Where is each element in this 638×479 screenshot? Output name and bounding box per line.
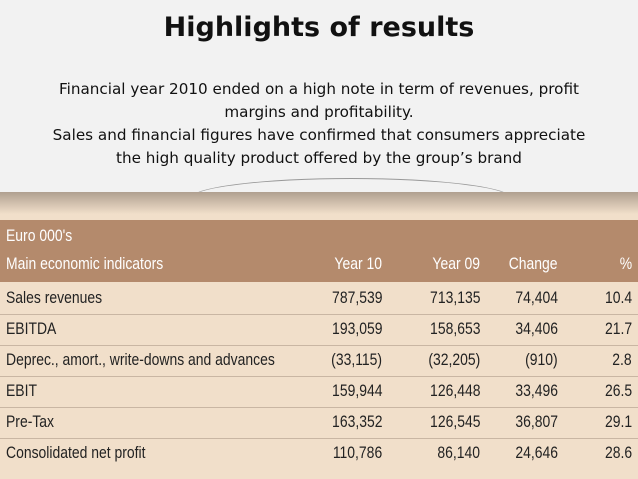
percent-value: 26.5 <box>604 381 632 400</box>
row-divider <box>0 376 638 377</box>
year10-value: 159,944 <box>331 381 382 400</box>
row-divider <box>0 407 638 408</box>
row-label: EBIT <box>6 381 37 400</box>
table-row: Sales revenues 787,539 713,135 74,404 10.4 <box>0 283 638 314</box>
table-header: Euro 000's Main economic indicators Year… <box>0 220 638 282</box>
year10-value: (33,115) <box>331 350 382 369</box>
year09-value: 126,448 <box>429 381 480 400</box>
table-row: Consolidated net profit 110,786 86,140 24,6… <box>0 438 638 469</box>
column-header-indicators: Main economic indicators <box>6 254 164 273</box>
year10-value: 787,539 <box>331 288 382 307</box>
unit-label: Euro 000's <box>6 226 73 245</box>
row-label: EBITDA <box>6 319 57 338</box>
row-label: Pre-Tax <box>6 412 55 431</box>
column-header-year09: Year 09 <box>432 254 480 273</box>
year09-value: 86,140 <box>437 443 480 462</box>
subtitle-line: Financial year 2010 ended on a high note… <box>59 80 579 98</box>
table-row: EBITDA 193,059 158,653 34,406 21.7 <box>0 314 638 345</box>
row-label: Deprec., amort., write-downs and advance… <box>6 350 275 369</box>
change-value: 74,404 <box>515 288 558 307</box>
table-row: Deprec., amort., write-downs and advance… <box>0 345 638 376</box>
year09-value: 713,135 <box>429 288 480 307</box>
change-value: 33,496 <box>515 381 558 400</box>
change-value: 34,406 <box>515 319 558 338</box>
year09-value: 126,545 <box>429 412 480 431</box>
row-label: Consolidated net profit <box>6 443 146 462</box>
subtitle-line: margins and profitability. <box>224 103 414 121</box>
row-divider <box>0 438 638 439</box>
row-label: Sales revenues <box>6 288 103 307</box>
row-divider <box>0 314 638 315</box>
percent-value: 10.4 <box>604 288 632 307</box>
change-value: 36,807 <box>515 412 558 431</box>
table-row: Pre-Tax 163,352 126,545 36,807 29.1 <box>0 407 638 438</box>
year10-value: 193,059 <box>331 319 382 338</box>
column-header-percent: % <box>619 254 632 273</box>
column-header-change: Change <box>509 254 558 273</box>
change-value: 24,646 <box>515 443 558 462</box>
year09-value: 158,653 <box>429 319 480 338</box>
percent-value: 21.7 <box>604 319 632 338</box>
percent-value: 28.6 <box>604 443 632 462</box>
subtitle-line: Sales and financial figures have confirm… <box>52 126 586 144</box>
subtitle-line: the high quality product offered by the … <box>116 149 522 167</box>
year09-value: (32,205) <box>428 350 480 369</box>
slide-subtitle: Financial year 2010 ended on a high note… <box>0 78 638 170</box>
year10-value: 163,352 <box>331 412 382 431</box>
percent-value: 29.1 <box>604 412 632 431</box>
slide-title: Highlights of results <box>163 12 475 43</box>
column-header-year10: Year 10 <box>334 254 382 273</box>
percent-value: 2.8 <box>612 350 632 369</box>
year10-value: 110,786 <box>332 443 382 462</box>
table-row: EBIT 159,944 126,448 33,496 26.5 <box>0 376 638 407</box>
table-top-shadow <box>0 192 638 214</box>
row-divider <box>0 345 638 346</box>
change-value: (910) <box>525 350 558 369</box>
